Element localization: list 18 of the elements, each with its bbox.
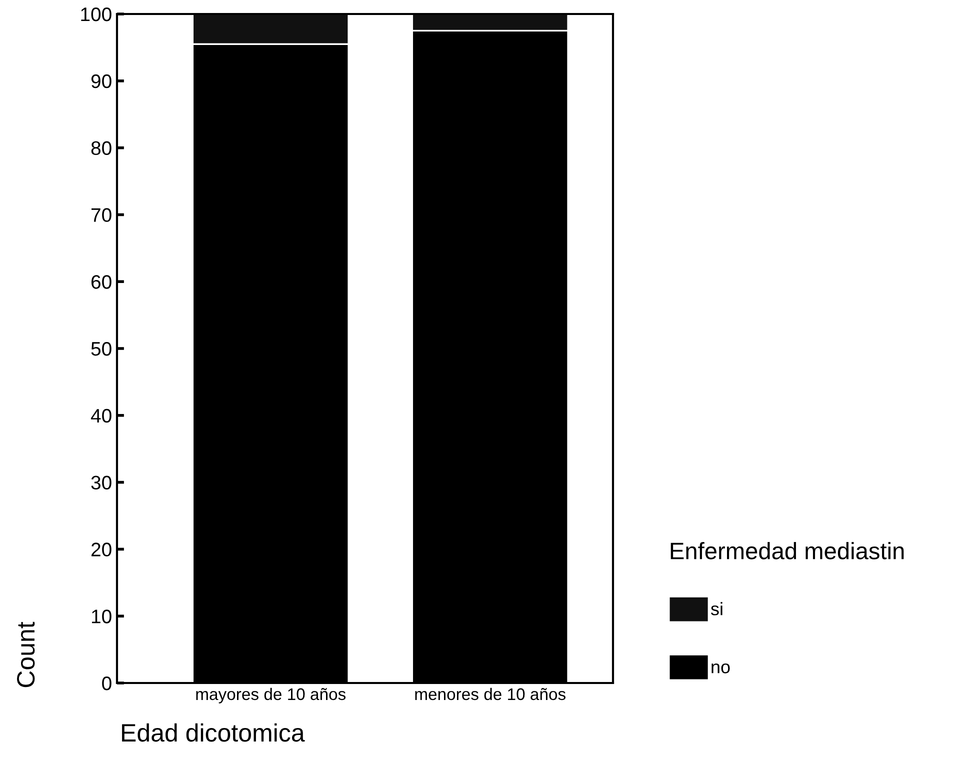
y-tick-label: 80 (91, 141, 112, 156)
x-tick-label: mayores de 10 años (196, 688, 346, 704)
legend-title: Enfermedad mediastin (670, 542, 904, 560)
y-tick-label: 30 (91, 476, 112, 490)
legend-label: si (710, 602, 722, 616)
x-tick-label: menores de 10 años (415, 688, 566, 700)
y-tick-label: 100 (81, 7, 112, 22)
y-axis-title: Count (17, 622, 35, 688)
y-tick-label: 10 (92, 610, 112, 624)
y-tick-label: 0 (102, 676, 112, 690)
x-axis-title: Edad dicotomica (122, 723, 305, 742)
y-tick-label: 20 (91, 542, 112, 556)
legend-label: no (712, 663, 730, 674)
y-tick-label: 60 (92, 275, 112, 289)
y-tick-label: 40 (90, 408, 112, 423)
y-tick-label: 70 (92, 208, 112, 222)
y-tick-label: 90 (91, 74, 112, 88)
y-tick-label: 50 (91, 342, 112, 356)
